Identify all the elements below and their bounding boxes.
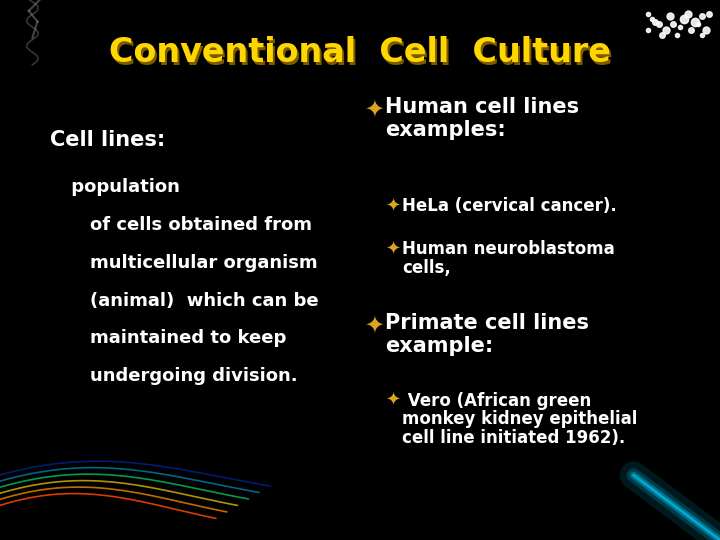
Text: Vero (African green: Vero (African green — [402, 392, 591, 409]
Text: undergoing division.: undergoing division. — [65, 367, 297, 385]
Text: example:: example: — [385, 336, 493, 356]
Text: ✦: ✦ — [364, 97, 383, 121]
Text: population: population — [65, 178, 180, 196]
Text: monkey kidney epithelial: monkey kidney epithelial — [402, 410, 637, 428]
Text: ✦: ✦ — [364, 313, 383, 337]
Text: multicellular organism: multicellular organism — [65, 254, 318, 272]
Text: maintained to keep: maintained to keep — [65, 329, 286, 347]
Text: Cell lines:: Cell lines: — [50, 130, 166, 150]
Text: examples:: examples: — [385, 120, 506, 140]
Text: Conventional  Cell  Culture: Conventional Cell Culture — [109, 36, 611, 70]
Text: Human neuroblastoma: Human neuroblastoma — [402, 240, 614, 258]
Text: Human cell lines: Human cell lines — [385, 97, 580, 117]
Text: Conventional  Cell  Culture: Conventional Cell Culture — [111, 38, 613, 72]
Text: cell line initiated 1962).: cell line initiated 1962). — [402, 429, 625, 447]
Text: ✦: ✦ — [385, 240, 400, 258]
Text: ✦: ✦ — [385, 197, 400, 215]
Text: cells,: cells, — [402, 259, 451, 277]
Text: ✦: ✦ — [385, 392, 400, 409]
Text: of cells obtained from: of cells obtained from — [65, 216, 312, 234]
Text: (animal)  which can be: (animal) which can be — [65, 292, 318, 309]
Text: Primate cell lines: Primate cell lines — [385, 313, 589, 333]
Text: HeLa (cervical cancer).: HeLa (cervical cancer). — [402, 197, 616, 215]
